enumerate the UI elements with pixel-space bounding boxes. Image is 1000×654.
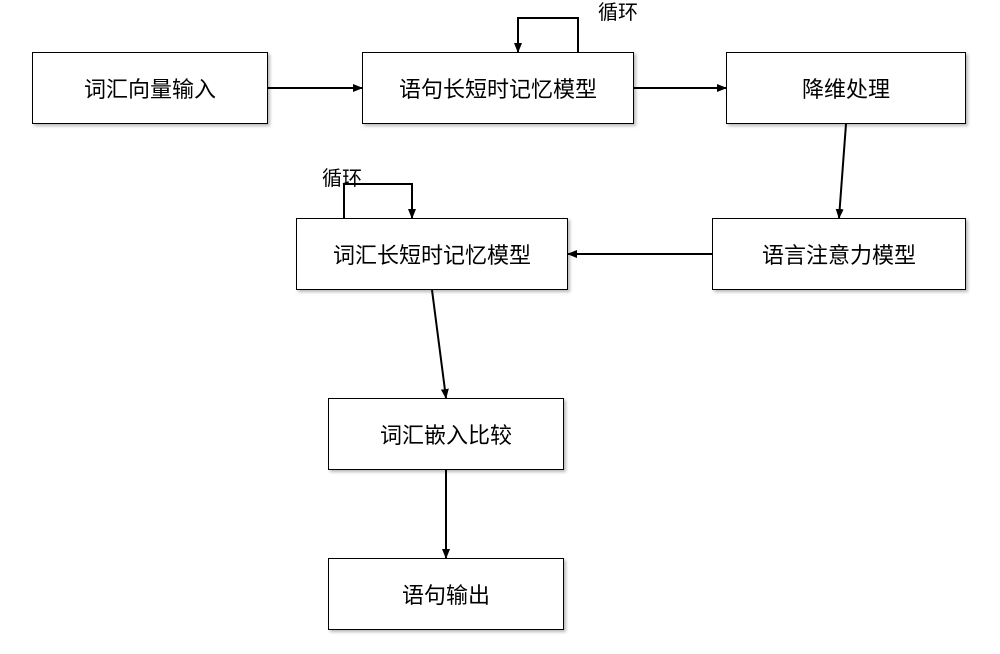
flowchart-node-n6: 词汇嵌入比较 [328,398,564,470]
flowchart-node-n4: 语言注意力模型 [712,218,966,290]
node-label: 词汇嵌入比较 [380,418,512,450]
flowchart-node-n2: 语句长短时记忆模型 [362,52,634,124]
node-label: 降维处理 [802,72,890,104]
node-label: 词汇向量输入 [84,72,216,104]
loop-label-n2: 循环 [598,0,638,25]
flowchart-node-n7: 语句输出 [328,558,564,630]
loop-label-n5: 循环 [322,162,362,191]
flowchart-node-n5: 词汇长短时记忆模型 [296,218,568,290]
node-label: 词汇长短时记忆模型 [333,238,531,270]
node-label: 语句长短时记忆模型 [399,72,597,104]
flowchart-node-n3: 降维处理 [726,52,966,124]
edge-n3-n4 [839,124,846,218]
flowchart-node-n1: 词汇向量输入 [32,52,268,124]
node-label: 语言注意力模型 [762,238,916,270]
edge-n5-n6 [432,290,446,398]
node-label: 语句输出 [402,578,490,610]
self-loop-n2 [518,18,578,52]
